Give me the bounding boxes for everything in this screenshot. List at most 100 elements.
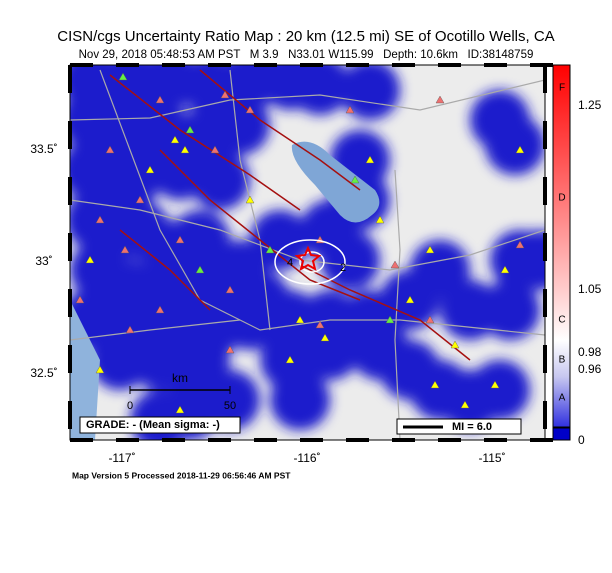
frame-segment bbox=[116, 63, 139, 67]
ocean bbox=[70, 300, 100, 440]
station bbox=[95, 215, 105, 224]
frame-segment bbox=[530, 438, 553, 442]
frame-segment bbox=[484, 63, 507, 67]
station bbox=[145, 165, 155, 174]
frame-segment bbox=[68, 121, 72, 149]
colorbar-value: 0.96 bbox=[578, 362, 602, 376]
frame-segment bbox=[68, 233, 72, 261]
frame-segment bbox=[438, 63, 461, 67]
lat-label: 32.5˚ bbox=[30, 366, 57, 380]
station bbox=[220, 90, 230, 99]
station bbox=[155, 305, 165, 314]
station bbox=[95, 365, 105, 374]
epicenter bbox=[294, 245, 322, 272]
coverage bbox=[70, 65, 545, 440]
station bbox=[265, 245, 275, 254]
station bbox=[210, 145, 220, 154]
station bbox=[245, 105, 255, 114]
grade-letter: A bbox=[559, 393, 566, 404]
station bbox=[315, 320, 325, 329]
station bbox=[105, 145, 115, 154]
station bbox=[135, 195, 145, 204]
frame-segment bbox=[254, 63, 277, 67]
station bbox=[175, 235, 185, 244]
frame-segment bbox=[543, 65, 547, 93]
scale-label: 0 bbox=[127, 400, 133, 412]
colorbar: F D C B A 1.25 1.05 0.98 0.96 0 bbox=[552, 64, 602, 447]
coverage-blob bbox=[290, 65, 350, 115]
grade-letter: B bbox=[559, 355, 566, 366]
station bbox=[450, 340, 460, 349]
station bbox=[515, 240, 525, 249]
lat-label: 33.5˚ bbox=[30, 142, 57, 156]
station bbox=[195, 265, 205, 274]
intensity-box bbox=[396, 418, 522, 435]
coverage-blob bbox=[470, 360, 530, 420]
frame-segment bbox=[484, 438, 507, 442]
lat-label: 33˚ bbox=[35, 254, 52, 268]
station bbox=[490, 380, 500, 389]
frame-segment bbox=[208, 438, 231, 442]
frame-segment bbox=[543, 345, 547, 373]
station bbox=[180, 145, 190, 154]
lon-label: -115˚ bbox=[478, 451, 505, 465]
station bbox=[175, 405, 185, 414]
coverage-blob bbox=[250, 210, 310, 270]
frame-segment bbox=[543, 121, 547, 149]
station bbox=[245, 195, 255, 204]
station bbox=[75, 295, 85, 304]
scale-unit: km bbox=[172, 371, 188, 385]
colorbar-ramp bbox=[552, 64, 571, 428]
frame-segment bbox=[208, 63, 231, 67]
station bbox=[500, 265, 510, 274]
colorbar-value: 0 bbox=[578, 433, 585, 447]
frame-segment bbox=[70, 438, 93, 442]
colorbar-value: 1.25 bbox=[578, 98, 602, 112]
colorbar-value: 0.98 bbox=[578, 345, 602, 359]
station bbox=[225, 345, 235, 354]
contour-label: 4 bbox=[287, 257, 293, 269]
frame-segment bbox=[392, 438, 415, 442]
station bbox=[125, 325, 135, 334]
station bbox=[425, 315, 435, 324]
station bbox=[285, 355, 295, 364]
frame-segment bbox=[70, 63, 93, 67]
station bbox=[225, 285, 235, 294]
station bbox=[85, 255, 95, 264]
station bbox=[430, 380, 440, 389]
contours bbox=[274, 239, 346, 285]
station bbox=[385, 315, 395, 324]
coverage-blob bbox=[485, 115, 545, 175]
station bbox=[320, 333, 330, 342]
coverage-blob bbox=[480, 280, 540, 340]
grade-box bbox=[79, 416, 241, 434]
station bbox=[170, 135, 180, 144]
coverage-blob bbox=[340, 65, 400, 120]
frame-segment bbox=[68, 401, 72, 429]
stations bbox=[75, 72, 525, 414]
station bbox=[460, 400, 470, 409]
map: 4 2 bbox=[70, 65, 545, 440]
contour-label: 2 bbox=[340, 262, 346, 274]
footer: Map Version 5 Processed 2018-11-29 06:56… bbox=[72, 470, 291, 480]
frame-segment bbox=[346, 438, 369, 442]
station bbox=[375, 215, 385, 224]
salton-sea bbox=[291, 141, 380, 223]
station bbox=[118, 72, 128, 81]
coverage-blob bbox=[320, 230, 380, 290]
frame-segment bbox=[68, 177, 72, 205]
frame-segment bbox=[254, 438, 277, 442]
frame-segment bbox=[543, 177, 547, 205]
frame-segment bbox=[116, 438, 139, 442]
coverage-blob bbox=[270, 370, 330, 430]
colorbar-zero bbox=[552, 427, 571, 441]
station bbox=[390, 260, 400, 269]
coverage-blob bbox=[110, 70, 170, 130]
coverage-blob bbox=[230, 270, 290, 330]
station bbox=[405, 295, 415, 304]
station bbox=[435, 95, 445, 104]
subtitle: Nov 29, 2018 05:48:53 AM PST M 3.9 N33.0… bbox=[79, 49, 534, 61]
frame-segment bbox=[392, 63, 415, 67]
coverage-blob bbox=[190, 150, 250, 210]
